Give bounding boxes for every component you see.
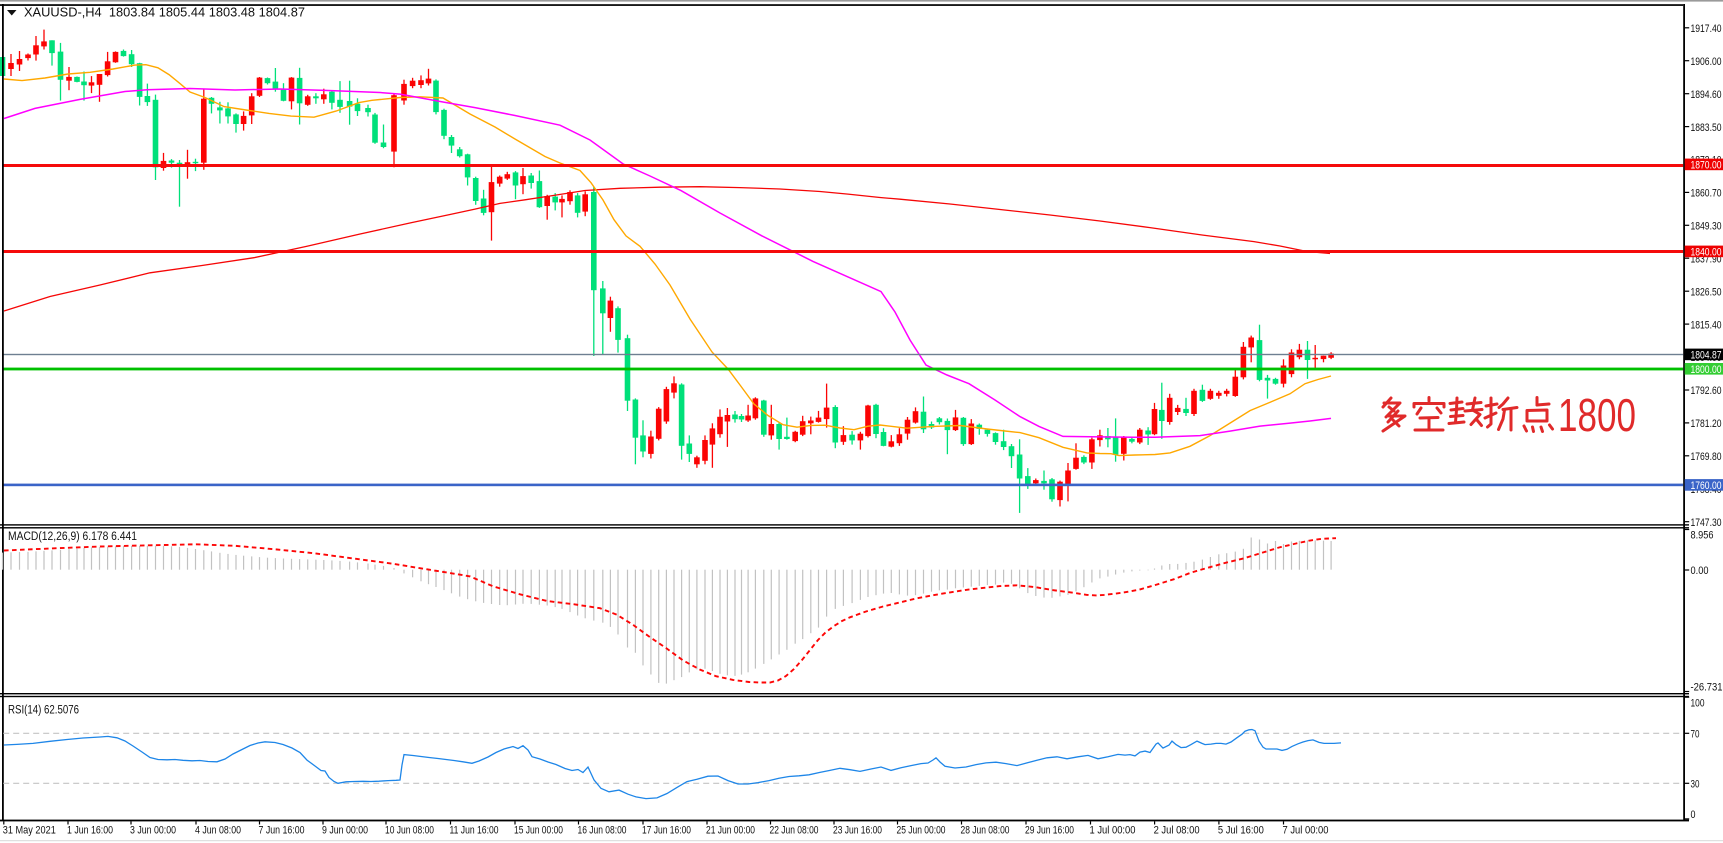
svg-text:1769.80: 1769.80 bbox=[1691, 451, 1722, 463]
svg-text:1781.20: 1781.20 bbox=[1691, 418, 1722, 430]
svg-text:17 Jun 16:00: 17 Jun 16:00 bbox=[642, 825, 691, 837]
svg-text:11 Jun 16:00: 11 Jun 16:00 bbox=[450, 825, 499, 837]
svg-text:22 Jun 08:00: 22 Jun 08:00 bbox=[770, 825, 819, 837]
svg-text:1883.50: 1883.50 bbox=[1691, 122, 1722, 134]
svg-text:1815.40: 1815.40 bbox=[1691, 319, 1722, 331]
svg-text:100: 100 bbox=[1691, 698, 1705, 710]
svg-text:30: 30 bbox=[1691, 779, 1700, 791]
svg-text:28 Jun 08:00: 28 Jun 08:00 bbox=[961, 825, 1010, 837]
svg-text:1800: 1800 bbox=[1558, 389, 1636, 441]
svg-text:0.00: 0.00 bbox=[1691, 565, 1709, 577]
svg-text:5 Jul 16:00: 5 Jul 16:00 bbox=[1218, 825, 1264, 837]
svg-text:1840.00: 1840.00 bbox=[1691, 247, 1722, 259]
svg-text:31 May 2021: 31 May 2021 bbox=[3, 825, 56, 837]
svg-text:1747.30: 1747.30 bbox=[1691, 517, 1722, 529]
svg-text:1 Jun 16:00: 1 Jun 16:00 bbox=[67, 825, 113, 837]
svg-text:0: 0 bbox=[1691, 809, 1696, 821]
svg-text:RSI(14) 62.5076: RSI(14) 62.5076 bbox=[8, 705, 79, 717]
svg-text:4 Jun 08:00: 4 Jun 08:00 bbox=[195, 825, 241, 837]
svg-text:1894.60: 1894.60 bbox=[1691, 89, 1722, 101]
svg-text:2 Jul 08:00: 2 Jul 08:00 bbox=[1154, 825, 1200, 837]
svg-text:1849.30: 1849.30 bbox=[1691, 221, 1722, 233]
svg-text:15 Jun 00:00: 15 Jun 00:00 bbox=[514, 825, 563, 837]
svg-text:1860.70: 1860.70 bbox=[1691, 188, 1722, 200]
svg-text:25 Jun 00:00: 25 Jun 00:00 bbox=[897, 825, 946, 837]
svg-text:7 Jun 16:00: 7 Jun 16:00 bbox=[259, 825, 305, 837]
svg-text:9 Jun 00:00: 9 Jun 00:00 bbox=[322, 825, 368, 837]
svg-text:8.956: 8.956 bbox=[1691, 530, 1714, 542]
svg-text:21 Jun 00:00: 21 Jun 00:00 bbox=[706, 825, 755, 837]
svg-text:1826.50: 1826.50 bbox=[1691, 286, 1722, 298]
svg-text:1792.60: 1792.60 bbox=[1691, 385, 1722, 397]
svg-text:-26.731: -26.731 bbox=[1691, 682, 1723, 694]
svg-text:10 Jun 08:00: 10 Jun 08:00 bbox=[385, 825, 434, 837]
svg-text:1760.00: 1760.00 bbox=[1691, 480, 1722, 492]
svg-text:1870.00: 1870.00 bbox=[1691, 160, 1722, 172]
svg-text:16 Jun 08:00: 16 Jun 08:00 bbox=[578, 825, 627, 837]
svg-text:29 Jun 16:00: 29 Jun 16:00 bbox=[1025, 825, 1074, 837]
svg-text:1906.00: 1906.00 bbox=[1691, 56, 1722, 68]
svg-text:1800.00: 1800.00 bbox=[1691, 364, 1722, 376]
svg-text:1 Jul 00:00: 1 Jul 00:00 bbox=[1090, 825, 1136, 837]
svg-text:MACD(12,26,9) 6.178 6.441: MACD(12,26,9) 6.178 6.441 bbox=[8, 531, 137, 543]
svg-text:1804.87: 1804.87 bbox=[1691, 350, 1722, 362]
svg-text:1917.40: 1917.40 bbox=[1691, 23, 1722, 35]
svg-text:70: 70 bbox=[1691, 729, 1700, 741]
svg-text:7 Jul 00:00: 7 Jul 00:00 bbox=[1283, 825, 1329, 837]
svg-text:3 Jun 00:00: 3 Jun 00:00 bbox=[130, 825, 176, 837]
svg-text:XAUUSD-,H4 1803.84 1805.44 18: XAUUSD-,H4 1803.84 1805.44 1803.48 1804.… bbox=[24, 6, 305, 20]
svg-text:23 Jun 16:00: 23 Jun 16:00 bbox=[833, 825, 882, 837]
